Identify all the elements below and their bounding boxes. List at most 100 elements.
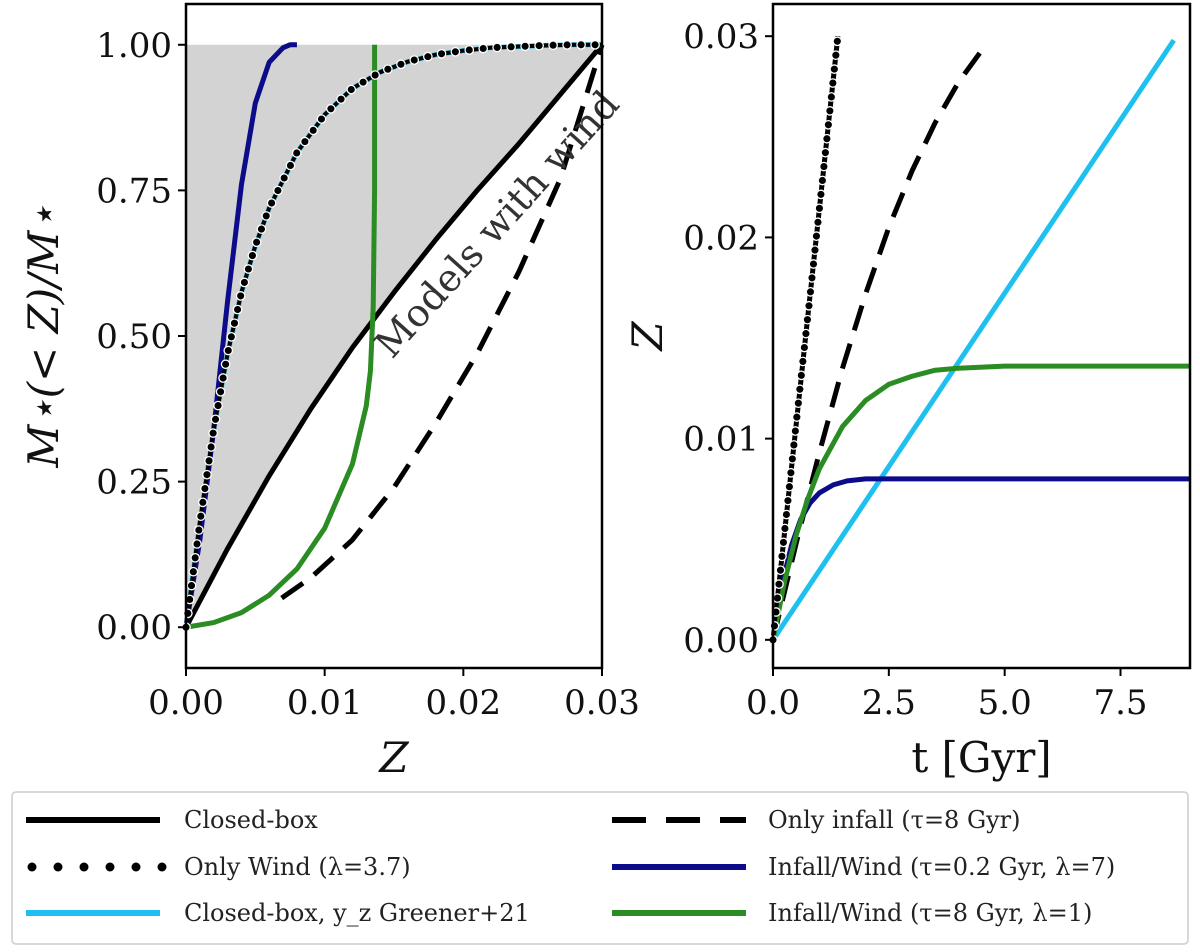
legend-item-only-wind-3-7: Only Wind (λ=3.7) (27, 853, 411, 881)
data-point (825, 106, 835, 116)
data-point (778, 537, 789, 548)
data-point (790, 426, 801, 436)
data-point (789, 440, 799, 450)
data-point (450, 46, 461, 57)
data-point (210, 414, 221, 425)
x-tick-label: 7.5 (1093, 683, 1147, 723)
data-point (813, 217, 823, 228)
legend-box (11, 791, 1189, 945)
data-point (285, 160, 296, 171)
l-series-infall-wind-8-gyr-1 (185, 44, 378, 630)
data-point (830, 50, 841, 61)
y-tick-label: 0.25 (96, 463, 172, 503)
data-point (832, 36, 843, 47)
data-point (810, 245, 820, 255)
data-point (326, 103, 336, 114)
data-point (247, 250, 258, 261)
data-point (811, 231, 822, 242)
data-point (576, 39, 586, 50)
legend-item-infall-wind-0-2-gyr-7: Infall/Wind (τ=0.2 Gyr, λ=7) (612, 853, 1115, 881)
data-point (266, 198, 277, 208)
data-point (336, 94, 346, 105)
legend-item-closed-box: Closed-box (26, 806, 318, 834)
right-series-group (768, 35, 1190, 645)
y-tick-label: 0.03 (683, 17, 759, 57)
data-point (817, 175, 828, 186)
data-point (396, 59, 406, 70)
r-series-infall-wind-8-gyr-1 (770, 363, 1190, 641)
legend-label: Only Wind (λ=3.7) (184, 853, 411, 881)
legend-label: Infall/Wind (τ=0.2 Gyr, λ=7) (768, 853, 1115, 881)
data-point (213, 400, 223, 411)
legend-swatch-dot (27, 862, 37, 872)
left-series-group (181, 39, 605, 633)
data-point (590, 39, 600, 50)
data-point (202, 469, 212, 480)
data-point (218, 373, 228, 383)
left-y-axis-label: M⋆(< Z)/M⋆ (19, 204, 68, 468)
data-point (226, 331, 237, 342)
data-point (409, 55, 420, 65)
data-point (464, 45, 475, 55)
data-point (826, 92, 837, 102)
data-point (792, 412, 802, 422)
wind-models-shaded-region (186, 44, 602, 628)
x-tick-label: 0.02 (425, 683, 501, 723)
data-point (436, 48, 447, 59)
legend-label: Closed-box, y_z Greener+21 (184, 899, 530, 927)
legend-swatch-dot (79, 862, 89, 872)
data-point (261, 211, 272, 221)
right-x-axis-label: t [Gyr] (911, 733, 1051, 782)
data-point (300, 136, 310, 147)
data-point (819, 161, 829, 172)
y-tick-label: 0.01 (683, 420, 759, 460)
data-point (805, 286, 816, 297)
data-point (291, 148, 302, 158)
data-point (769, 621, 780, 631)
data-point (239, 277, 250, 288)
y-tick-label: 0.02 (683, 218, 759, 258)
data-point (827, 78, 838, 88)
data-point (774, 579, 784, 589)
data-point (215, 386, 226, 397)
legend-item-only-infall-8-gyr: Only infall (τ=8 Gyr) (612, 806, 1021, 834)
legend-swatch-dot (157, 862, 167, 872)
data-point (235, 291, 246, 301)
data-point (382, 64, 393, 75)
data-point (799, 342, 810, 353)
data-point (794, 384, 805, 395)
legend-label: Closed-box (184, 806, 318, 834)
y-tick-label: 0.00 (683, 621, 759, 661)
r-series-infall-wind-0-2-gyr-7 (770, 476, 1190, 641)
x-tick-label: 0.0 (746, 683, 800, 723)
data-point (220, 359, 231, 370)
data-point (200, 483, 210, 494)
y-tick-label: 0.75 (96, 171, 172, 211)
data-point (816, 189, 826, 200)
data-point (780, 523, 790, 534)
data-point (784, 481, 795, 492)
data-point (804, 300, 814, 311)
data-point (208, 428, 218, 438)
data-point (279, 173, 290, 183)
x-tick-label: 0.01 (287, 683, 363, 723)
data-point (223, 345, 234, 356)
data-point (186, 580, 197, 591)
left-y-ticks: 0.00 0.25 0.50 0.75 1.00 (96, 26, 186, 648)
data-point (534, 40, 544, 51)
left-x-axis-label: Z (377, 733, 409, 782)
data-point (478, 43, 489, 54)
data-point (520, 41, 530, 52)
data-point (206, 442, 216, 452)
data-point (823, 119, 834, 130)
left-panel: Models with wind 0.00 0.01 0.02 0.03 0.000.… (19, 2, 640, 782)
data-point (232, 304, 243, 315)
right-y-ticks: 0.00 0.01 0.02 0.03 (683, 17, 773, 661)
data-point (346, 84, 357, 95)
data-point (829, 64, 840, 74)
data-point (548, 40, 558, 51)
right-panel: 0.0 2.5 5.0 7.5 0.00 0.01 0.02 0.03 t [Gyr] Z (623, 2, 1192, 782)
l-series-only-infall-8-gyr (280, 44, 605, 601)
data-point (777, 551, 787, 562)
data-point (783, 495, 793, 506)
